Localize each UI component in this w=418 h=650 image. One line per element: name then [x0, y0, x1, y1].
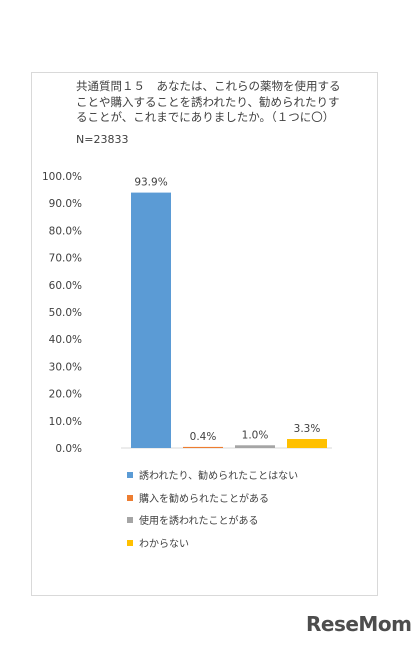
- title-line-1: 共通質問１５ あなたは、これらの薬物を使用する: [76, 79, 341, 93]
- legend-label: わからない: [139, 538, 189, 550]
- bar-4: [287, 439, 327, 448]
- bar-value-label: 0.4%: [190, 431, 217, 443]
- legend-item: 誘われたり、勧められたことはない: [127, 471, 298, 494]
- y-tick-label: 30.0%: [49, 361, 82, 373]
- chart-legend: 誘われたり、勧められたことはない 購入を勧められたことがある 使用を誘われたことがあ…: [127, 471, 298, 561]
- legend-label: 誘われたり、勧められたことはない: [139, 471, 299, 482]
- legend-swatch: [127, 472, 133, 478]
- bar-value-label: 93.9%: [134, 177, 167, 189]
- y-tick-label: 50.0%: [49, 307, 82, 319]
- legend-swatch: [127, 539, 133, 546]
- bar-value-label: 1.0%: [242, 429, 269, 441]
- legend-swatch: [127, 517, 133, 523]
- y-tick-label: 60.0%: [49, 280, 82, 292]
- title-line-2: ことや購入することを誘われたり、勧められたりす: [76, 94, 340, 109]
- bar-value-label: 3.3%: [294, 423, 321, 435]
- bar-1: [131, 192, 171, 448]
- resemom-logo: ReseMom: [306, 612, 412, 636]
- y-tick-label: 80.0%: [49, 225, 82, 237]
- legend-label: 使用を誘われたことがある: [139, 516, 259, 527]
- y-tick-label: 0.0%: [55, 443, 82, 455]
- bar-3: [235, 445, 275, 448]
- chart-card: 共通質問１５ あなたは、これらの薬物を使用する ことや購入することを誘われたり、…: [31, 72, 378, 596]
- y-tick-label: 20.0%: [49, 389, 82, 401]
- y-tick-label: 70.0%: [49, 253, 82, 265]
- sample-size-label: N=23833: [76, 133, 129, 146]
- title-line-3: ることが、これまでにありましたか。（１つに〇）: [76, 110, 335, 124]
- legend-label: 購入を勧められたことがある: [139, 493, 269, 505]
- legend-item: わからない: [127, 539, 298, 562]
- chart-title: 共通質問１５ あなたは、これらの薬物を使用する ことや購入することを誘われたり、…: [76, 79, 376, 126]
- bar-2: [183, 446, 223, 448]
- y-tick-label: 10.0%: [49, 416, 82, 428]
- y-tick-label: 100.0%: [42, 171, 82, 183]
- y-tick-label: 90.0%: [49, 198, 82, 210]
- y-tick-label: 40.0%: [49, 334, 82, 346]
- legend-item: 購入を勧められたことがある: [127, 494, 298, 517]
- legend-swatch: [127, 494, 133, 501]
- bar-chart: 0.0% 10.0% 20.0% 30.0% 40.0% 50.0% 60.0% 70.0% 8…: [42, 171, 332, 455]
- legend-item: 使用を誘われたことがある: [127, 516, 298, 539]
